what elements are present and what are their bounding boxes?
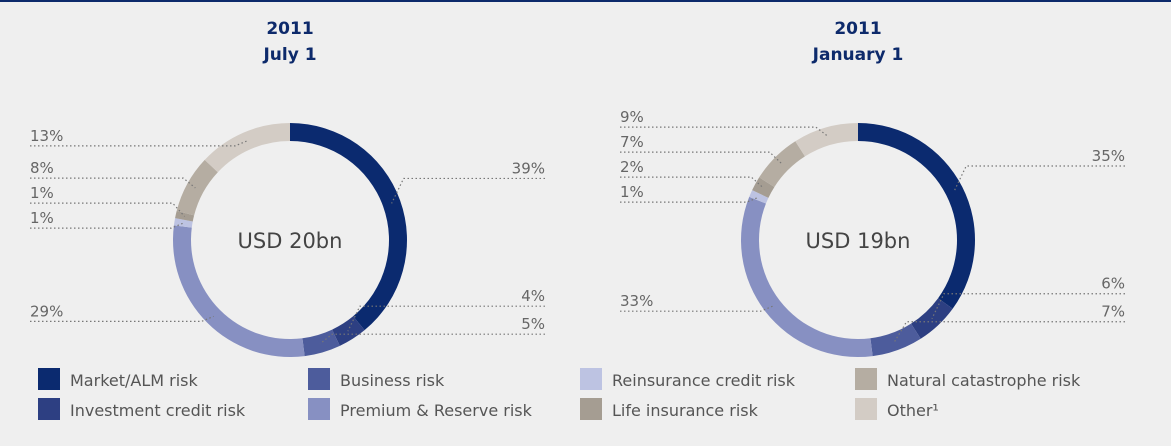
leader-line: [319, 333, 545, 345]
legend-swatch: [308, 398, 330, 420]
donut-segment: [740, 196, 873, 358]
value-label: 6%: [1101, 275, 1125, 293]
value-label: 33%: [620, 292, 653, 310]
chart-subtitle: January 1: [812, 45, 904, 65]
leader-line: [30, 222, 184, 229]
leader-line: [347, 305, 545, 332]
leader-line: [894, 321, 1125, 342]
legend-swatch: [580, 368, 602, 390]
center-label: USD 20bn: [238, 229, 343, 253]
value-label: 7%: [620, 133, 644, 151]
donut-segment: [176, 159, 218, 216]
legend-label: Premium & Reserve risk: [340, 401, 533, 420]
legend-label: Business risk: [340, 371, 445, 390]
value-label: 29%: [30, 302, 63, 320]
legend-swatch: [855, 368, 877, 390]
donut-segment: [795, 123, 858, 157]
legend-swatch: [38, 398, 60, 420]
donut-segment: [870, 323, 921, 357]
value-label: 1%: [30, 209, 54, 227]
leader-line: [953, 165, 1125, 192]
leader-line: [30, 177, 196, 189]
value-label: 5%: [521, 315, 545, 333]
legend-label: Life insurance risk: [612, 401, 759, 420]
donut-segment: [204, 123, 290, 173]
leader-line: [620, 305, 773, 312]
value-label: 7%: [1101, 303, 1125, 321]
legend-label: Market/ALM risk: [70, 371, 199, 390]
legend-swatch: [308, 368, 330, 390]
chart-title: 2011: [266, 19, 313, 39]
legend-swatch: [855, 398, 877, 420]
value-label: 2%: [620, 158, 644, 176]
legend-swatch: [38, 368, 60, 390]
value-label: 1%: [30, 184, 54, 202]
value-label: 9%: [620, 108, 644, 126]
chart-subtitle: July 1: [262, 45, 316, 65]
legend-label: Natural catastrophe risk: [887, 371, 1081, 390]
value-label: 13%: [30, 127, 63, 145]
donut-segment: [759, 141, 805, 187]
donut-segment: [749, 190, 769, 204]
value-label: 35%: [1092, 147, 1125, 165]
center-label: USD 19bn: [806, 229, 911, 253]
leader-line: [30, 140, 248, 147]
chart-title: 2011: [834, 19, 881, 39]
leader-line: [391, 177, 545, 204]
donut-segment: [173, 225, 305, 357]
value-label: 1%: [620, 183, 644, 201]
donut-segment: [752, 177, 775, 198]
legend-label: Reinsurance credit risk: [612, 371, 796, 390]
leader-line: [931, 293, 1125, 319]
value-label: 4%: [521, 287, 545, 305]
leader-line: [620, 151, 783, 165]
donut-segment: [290, 123, 408, 331]
legend-label: Other¹: [887, 401, 939, 420]
donut-segment: [858, 123, 975, 309]
value-label: 8%: [30, 159, 54, 177]
leader-line: [620, 126, 829, 137]
legend-swatch: [580, 398, 602, 420]
value-label: 39%: [512, 159, 545, 177]
legend-label: Investment credit risk: [70, 401, 246, 420]
donut-segment: [302, 329, 340, 357]
leader-line: [30, 315, 214, 322]
